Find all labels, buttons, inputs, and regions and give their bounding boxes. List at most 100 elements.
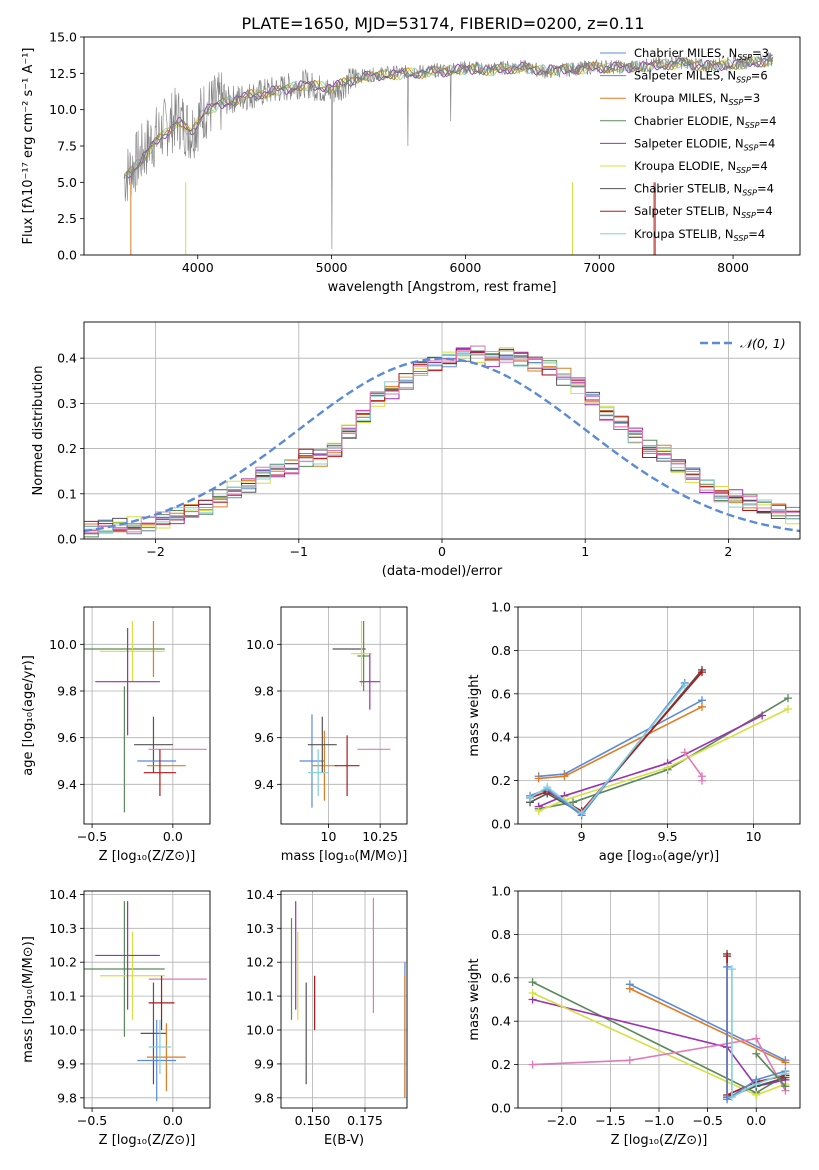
mass-weight-marker — [663, 763, 672, 772]
legend-entry: Salpeter ELODIE, NSSP=4 — [634, 136, 775, 152]
y-tick-label: 9.4 — [57, 777, 77, 792]
y-tick-label: 0.6 — [491, 686, 511, 701]
y-tick-label: 0.8 — [491, 927, 511, 942]
y-tick-label: 10.0 — [49, 637, 77, 652]
axes-frame — [83, 606, 211, 825]
y-tick-label: 5.0 — [57, 175, 77, 190]
y-tick-label: 10.2 — [49, 955, 77, 970]
x-tick-label: 9 — [578, 829, 586, 844]
y-axis-label: mass weight — [467, 674, 482, 756]
x-axis-label: Z [log₁₀(Z/Z⊙)] — [99, 1133, 196, 1148]
y-tick-label: 0.1 — [57, 486, 77, 501]
x-axis-label: E(B-V) — [324, 1133, 364, 1148]
y-tick-label: 9.8 — [254, 684, 274, 699]
mass-weight-marker — [569, 798, 578, 807]
y-tick-label: 1.0 — [491, 884, 511, 899]
mass-weight-line — [629, 983, 786, 1062]
mass-weight-marker — [723, 962, 732, 971]
histogram-step — [84, 348, 800, 532]
mass-weight-marker — [723, 952, 732, 961]
y-tick-label: 10.0 — [246, 1023, 274, 1038]
gaussian-curve — [84, 357, 800, 533]
mass-weight-marker — [697, 668, 706, 677]
mass-weight-marker — [577, 809, 586, 818]
axes-frame — [517, 606, 801, 825]
x-tick-label: −1.0 — [644, 1113, 674, 1128]
x-tick-label: 5000 — [316, 260, 348, 275]
mass-weight-marker — [543, 783, 552, 792]
mass-weight-line — [538, 697, 789, 810]
legend-entry: 𝒩(0, 1) — [740, 336, 786, 351]
y-tick-label: 0.0 — [57, 248, 77, 263]
mass-weight-marker — [758, 711, 767, 720]
x-tick-label: 9.5 — [658, 829, 678, 844]
y-tick-label: 10.0 — [49, 1023, 77, 1038]
x-tick-label: 8000 — [717, 260, 749, 275]
plot-area-residuals — [84, 322, 800, 539]
chart-layer: 4000 5000 6000 7000 80000.02.55.07.510.012.5… — [21, 30, 801, 1148]
x-tick-label: 0.175 — [347, 1113, 383, 1128]
y-axis-label: Flux [fλ10⁻¹⁷ erg cm⁻² s⁻¹ A⁻¹] — [21, 48, 36, 245]
mass-weight-marker — [534, 774, 543, 783]
x-tick-label: −2 — [146, 544, 164, 559]
x-axis-label: age [log₁₀(age/yr)] — [599, 849, 720, 864]
mass-weight-marker — [781, 1058, 790, 1067]
plot-area-mass-vs-Z — [84, 891, 210, 1108]
mass-weight-marker — [727, 965, 736, 974]
y-tick-label: 10.3 — [49, 921, 77, 936]
chart-mass-vs-EBV: 0.150 0.175 9.8 9.9 10.0 10.1 10.2 10.3 10.4 E(B-… — [246, 887, 408, 1148]
plot-area-age-vs-mass — [281, 607, 407, 824]
x-tick-label: 7000 — [583, 260, 615, 275]
legend-entry: Chabrier MILES, NSSP=3 — [634, 46, 769, 62]
chart-massweight-vs-age: 9 9.5 10 0.0 0.2 0.4 0.6 0.8 1.0 age [log₁₀(age/y… — [467, 600, 801, 864]
axes-frame — [83, 321, 801, 540]
x-axis-label: Z [log₁₀(Z/Z⊙)] — [99, 849, 196, 864]
mass-weight-marker — [697, 702, 706, 711]
x-axis-label: wavelength [Angstrom, rest frame] — [328, 280, 557, 295]
x-tick-label: 4000 — [182, 260, 214, 275]
mass-weight-line — [538, 714, 763, 808]
spectrum-legend: Chabrier MILES, NSSP=3 Salpeter MILES, NS… — [600, 46, 776, 243]
plot-area-spectrum — [123, 52, 774, 255]
y-tick-label: 9.8 — [254, 1090, 274, 1105]
y-tick-label: 0.2 — [491, 1057, 511, 1072]
data-spectrum-line — [123, 52, 774, 250]
y-tick-label: 12.5 — [49, 66, 77, 81]
x-tick-label: 10 — [321, 829, 337, 844]
x-tick-label: 0.0 — [163, 829, 183, 844]
legend-entry: Kroupa ELODIE, NSSP=4 — [634, 159, 768, 175]
x-tick-label: 0.0 — [746, 1113, 766, 1128]
y-tick-label: 10.1 — [246, 989, 274, 1004]
y-tick-label: 0.4 — [491, 730, 511, 745]
mass-weight-line — [726, 967, 786, 1101]
mass-weight-marker — [528, 988, 537, 997]
x-tick-label: 10 — [746, 829, 762, 844]
legend-entry: Kroupa STELIB, NSSP=4 — [634, 227, 765, 243]
x-tick-label: −2.0 — [547, 1113, 577, 1128]
y-tick-label: 0.8 — [491, 643, 511, 658]
mass-weight-line — [538, 708, 789, 812]
y-tick-label: 0.2 — [491, 773, 511, 788]
mass-weight-marker — [752, 1049, 761, 1058]
x-tick-label: −0.5 — [77, 829, 107, 844]
y-tick-label: 9.6 — [254, 730, 274, 745]
x-tick-label: −0.5 — [692, 1113, 722, 1128]
mass-weight-marker — [528, 1060, 537, 1069]
plot-area-massweight-vs-Z — [518, 891, 800, 1108]
axes-frame — [280, 606, 408, 825]
y-axis-label: Normed distribution — [31, 366, 46, 496]
mass-weight-marker — [528, 978, 537, 987]
y-tick-label: 0.0 — [491, 817, 511, 832]
y-tick-label: 0.0 — [57, 532, 77, 547]
x-tick-label: 0.150 — [295, 1113, 331, 1128]
y-tick-label: 9.4 — [254, 777, 274, 792]
x-axis-label: Z [log₁₀(Z/Z⊙)] — [611, 1133, 708, 1148]
plot-area-age-vs-Z — [84, 607, 210, 824]
chart-residuals: −2 −1 0 1 2 0.0 0.1 0.2 0.3 0.4 (data-model)/error… — [31, 321, 801, 579]
mass-weight-marker — [680, 681, 689, 690]
mass-weight-marker — [723, 1095, 732, 1104]
mass-weight-line — [731, 969, 786, 1099]
y-tick-label: 0.4 — [57, 351, 77, 366]
x-axis-label: (data-model)/error — [382, 564, 503, 579]
figure-title: PLATE=1650, MJD=53174, FIBERID=0200, z=0… — [241, 14, 644, 33]
